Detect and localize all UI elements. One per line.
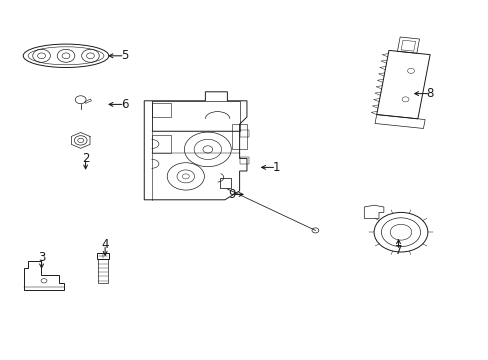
Text: 2: 2 — [81, 152, 89, 165]
Bar — [220, 178, 230, 188]
Bar — [232, 124, 246, 149]
Bar — [151, 101, 239, 131]
Bar — [239, 130, 249, 137]
Text: 1: 1 — [272, 161, 280, 174]
Text: 8: 8 — [426, 87, 433, 100]
Text: 4: 4 — [101, 238, 109, 251]
Bar — [97, 253, 108, 259]
Bar — [98, 259, 107, 283]
Text: 5: 5 — [121, 49, 128, 62]
Bar — [239, 157, 249, 164]
Text: 7: 7 — [394, 244, 402, 257]
Text: 9: 9 — [228, 188, 236, 201]
Text: 6: 6 — [121, 98, 128, 111]
Bar — [151, 103, 171, 117]
Bar — [151, 135, 171, 153]
Text: 3: 3 — [38, 251, 45, 264]
